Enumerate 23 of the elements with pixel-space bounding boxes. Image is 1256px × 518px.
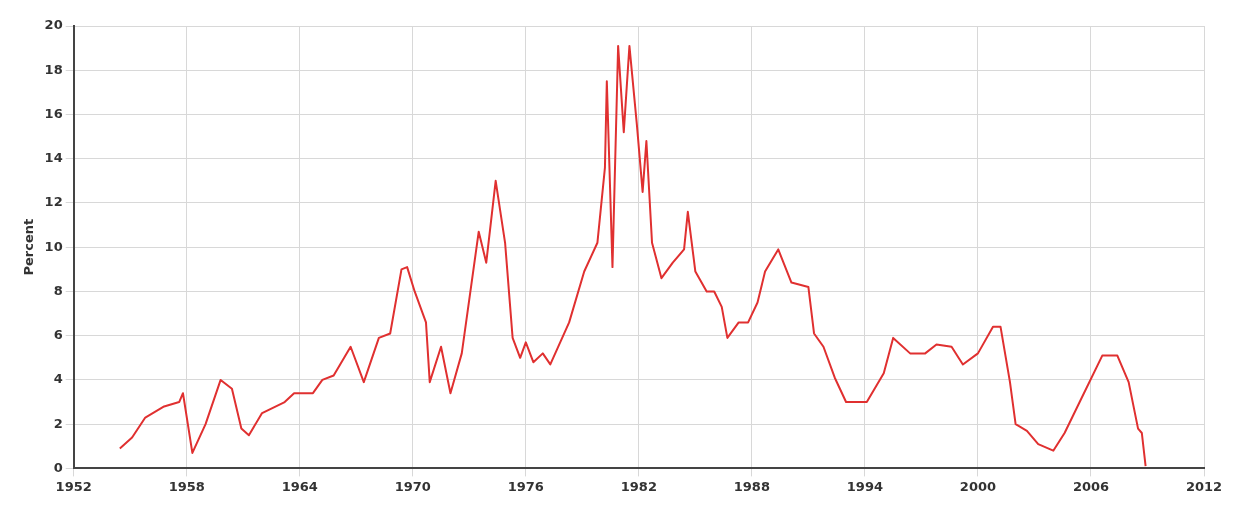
x-tick-label: 1976 bbox=[507, 478, 544, 494]
x-tick-label: 1988 bbox=[733, 478, 770, 494]
y-tick-label: 16 bbox=[44, 105, 63, 121]
y-tick-label: 4 bbox=[53, 371, 63, 387]
y-tick-label: 0 bbox=[53, 459, 63, 475]
y-tick-label: 12 bbox=[44, 194, 63, 210]
x-tick-label: 2012 bbox=[1185, 478, 1223, 494]
x-tick-label: 1964 bbox=[281, 478, 318, 494]
y-axis-title: Percent bbox=[21, 218, 37, 276]
x-tick-label: 1994 bbox=[846, 478, 883, 494]
y-tick-label: 6 bbox=[53, 327, 63, 343]
x-tick-label: 2000 bbox=[959, 478, 997, 494]
x-tick-label: 2006 bbox=[1072, 478, 1110, 494]
y-tick-label: 14 bbox=[44, 150, 63, 166]
y-tick-label: 8 bbox=[53, 282, 63, 298]
x-tick-label: 1982 bbox=[620, 478, 657, 494]
x-tick-label: 1958 bbox=[168, 478, 205, 494]
x-tick-label: 1952 bbox=[55, 478, 92, 494]
y-tick-label: 18 bbox=[44, 61, 63, 77]
y-tick-label: 2 bbox=[53, 415, 63, 431]
y-tick-label: 10 bbox=[44, 238, 63, 254]
x-tick-label: 1970 bbox=[394, 478, 431, 494]
y-tick-label: 20 bbox=[44, 17, 63, 33]
